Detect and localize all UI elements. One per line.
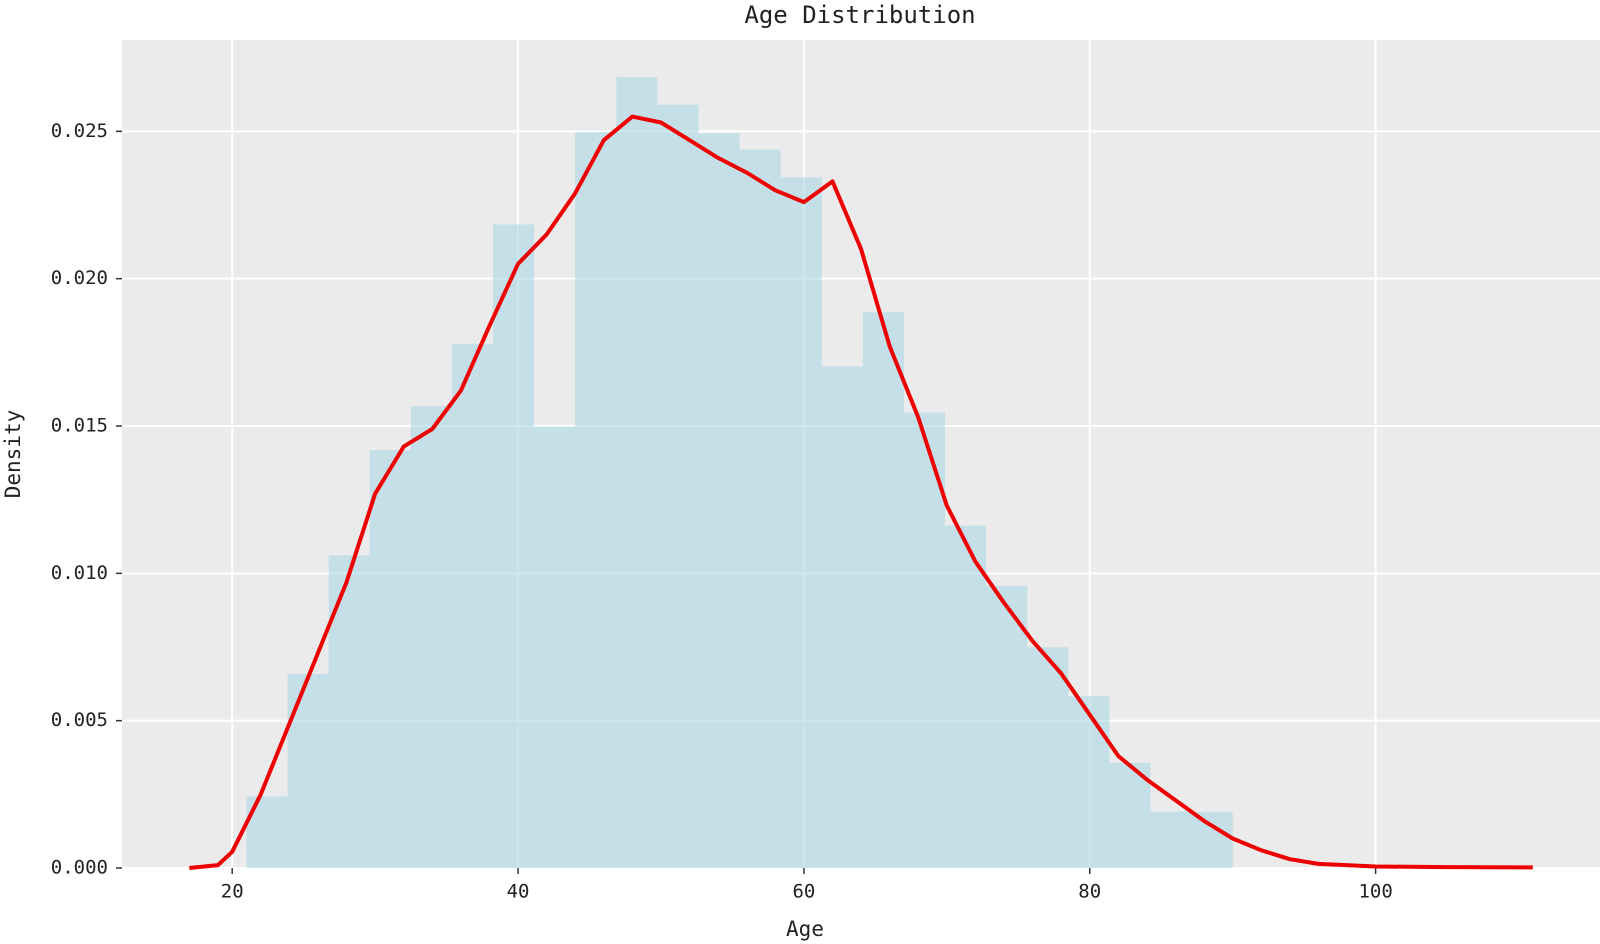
histogram-bar bbox=[1150, 811, 1192, 868]
histogram-bar bbox=[493, 224, 535, 868]
histogram-bar bbox=[328, 555, 370, 868]
y-tick-label: 0.025 bbox=[51, 120, 108, 142]
y-tick-label: 0.015 bbox=[51, 415, 108, 437]
x-tick-label: 100 bbox=[1358, 881, 1392, 903]
x-tick-label: 80 bbox=[1078, 881, 1101, 903]
histogram-bar bbox=[903, 412, 946, 868]
histogram-bar bbox=[1027, 647, 1069, 868]
x-tick-label: 20 bbox=[221, 881, 244, 903]
chart-title: Age Distribution bbox=[744, 1, 975, 29]
x-tick-label: 60 bbox=[792, 881, 815, 903]
histogram-bar bbox=[739, 149, 781, 868]
y-tick-label: 0.020 bbox=[51, 267, 108, 289]
histogram-bar bbox=[1068, 696, 1110, 868]
x-tick-label: 40 bbox=[507, 881, 530, 903]
y-axis-label: Density bbox=[1, 410, 25, 499]
histogram-bar bbox=[1109, 762, 1151, 868]
y-tick-label: 0.010 bbox=[51, 562, 108, 584]
histogram-bar bbox=[780, 177, 822, 869]
histogram-bar bbox=[369, 450, 411, 868]
histogram-bar bbox=[451, 343, 494, 868]
y-tick-label: 0.000 bbox=[51, 857, 108, 879]
kde-line bbox=[189, 114, 1533, 870]
histogram-bar bbox=[698, 133, 740, 868]
histogram-bar bbox=[1191, 811, 1233, 868]
histogram-bar bbox=[534, 426, 576, 868]
histogram-bar bbox=[986, 586, 1028, 868]
histogram-bar bbox=[616, 77, 658, 869]
histogram-bar bbox=[945, 525, 987, 868]
y-tick-label: 0.005 bbox=[51, 709, 108, 731]
histogram-bar bbox=[862, 312, 904, 869]
histogram-bar bbox=[410, 406, 452, 868]
histogram-bar bbox=[657, 104, 699, 868]
histogram-bar bbox=[575, 132, 617, 868]
histogram-bar bbox=[287, 673, 329, 868]
histogram-bar bbox=[821, 366, 863, 868]
x-axis-label: Age bbox=[786, 917, 824, 941]
